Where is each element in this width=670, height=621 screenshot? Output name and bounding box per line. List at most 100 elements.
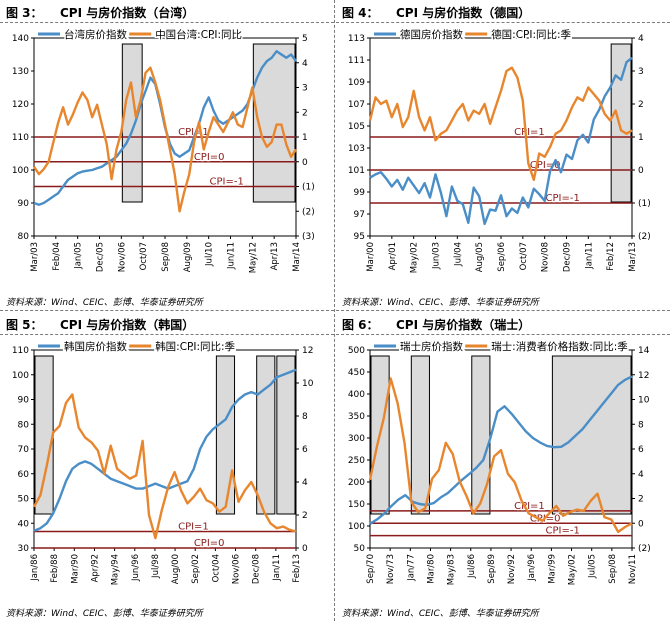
shaded-period-0 — [34, 355, 54, 515]
right-axis-tick-label-7: 12 — [638, 371, 649, 381]
right-axis-tick-label-3: 1 — [638, 133, 644, 143]
x-axis-tick-label-2: Jan/05 — [74, 242, 84, 270]
left-axis-tick-label-6: 90 — [18, 396, 30, 406]
source-note: 资料来源：Wind、CEIC、彭博、华泰证券研究所 — [342, 298, 539, 308]
x-axis-tick-label-1: Nov/73 — [386, 554, 396, 584]
chart-title: CPI 与房价指数（瑞士） — [396, 318, 531, 332]
left-axis-tick-label-4: 103 — [348, 144, 365, 154]
chart-svg: 30 40 50 60 70 80 90 100 110 0 2 4 6 8 10 12 Jan/86 Feb/8… — [12, 339, 314, 586]
x-axis-tick-label-7: Aug/00 — [171, 554, 181, 584]
x-axis-tick-label-7: Nov/92 — [507, 554, 517, 584]
series-line-1 — [32, 66, 298, 213]
left-axis-tick-label-6: 350 — [348, 412, 365, 422]
left-axis-tick-label-8: 450 — [348, 368, 365, 378]
shaded-period-1 — [410, 355, 430, 515]
left-axis-tick-label-7: 400 — [348, 390, 365, 400]
right-axis-tick-label-0: (2) — [638, 544, 651, 554]
right-axis-tick-label-1: (2) — [302, 207, 315, 217]
left-axis-tick-label-2: 50 — [18, 495, 30, 505]
x-axis-tick-label-11: Feb/12 — [606, 242, 616, 271]
panel-header: 图 3： CPI 与房价指数（台湾） — [0, 0, 334, 23]
legend-label-1: 中国台湾:CPI:同比 — [155, 28, 242, 41]
left-axis-tick-label-6: 140 — [12, 34, 29, 44]
figure-number: 图 6： — [342, 318, 379, 332]
left-axis-tick-label-9: 113 — [348, 34, 365, 44]
x-axis-tick-label-13: Nov/11 — [628, 554, 638, 584]
x-axis-tick-label-5: Jun/96 — [131, 554, 141, 582]
chart-title: CPI 与房价指数（台湾） — [60, 6, 195, 20]
figure-number: 图 4： — [342, 6, 379, 20]
x-axis-tick-label-8: Jul/10 — [205, 242, 215, 267]
chart-panel-taiwan: 图 3： CPI 与房价指数（台湾） 80 90 100 110 120 130 140 (3… — [0, 0, 334, 310]
left-axis-tick-label-0: 95 — [354, 232, 365, 242]
right-axis-tick-label-3: 0 — [302, 158, 308, 168]
right-axis-tick-label-8: 5 — [302, 34, 308, 44]
left-axis-tick-label-3: 60 — [18, 470, 30, 480]
x-axis-tick-label-3: Mar/80 — [426, 554, 436, 584]
cpi-reference-label-0: CPI=1 — [514, 127, 545, 138]
x-axis-tick-label-13: Feb/13 — [292, 554, 302, 583]
right-axis-tick-label-4: 6 — [638, 445, 644, 455]
x-axis-tick-label-11: Jul/05 — [588, 554, 598, 579]
right-axis-tick-label-1: 0 — [638, 519, 644, 529]
legend-label-1: 韩国:CPI:同比:季 — [155, 340, 235, 353]
left-axis-tick-label-0: 30 — [18, 544, 30, 554]
left-axis-tick-label-1: 90 — [18, 199, 30, 209]
x-axis-tick-label-4: Jul/04 — [453, 242, 463, 267]
left-axis-tick-label-6: 107 — [348, 100, 365, 110]
left-axis-tick-label-0: 50 — [354, 544, 366, 554]
x-axis-tick-label-0: Mar/03 — [30, 242, 40, 272]
right-axis-tick-label-8: 14 — [638, 346, 650, 356]
legend-label-1: 德国:CPI:同比:季 — [491, 28, 571, 41]
x-axis-tick-label-12: Mar/13 — [628, 242, 638, 272]
chart-panel-korea: 图 5： CPI 与房价指数（韩国） 30 40 50 60 70 80 90 100 110 0… — [0, 312, 334, 621]
x-axis-tick-label-6: Jul/98 — [151, 554, 161, 579]
left-axis-tick-label-0: 80 — [18, 232, 30, 242]
x-axis-tick-label-11: Dec/08 — [252, 554, 262, 584]
chart-svg: 50 100 150 200 250 300 350 400 450 500 (2) 0 2 4 6 8 10 1… — [348, 339, 651, 586]
right-axis-tick-label-0: 0 — [302, 544, 308, 554]
shaded-period-2 — [471, 355, 491, 515]
source-note: 资料来源：Wind、CEIC、彭博、华泰证券研究所 — [342, 609, 539, 619]
x-axis-tick-label-12: Jan/11 — [272, 554, 282, 582]
series-line-0 — [369, 56, 633, 226]
cpi-reference-label-0: CPI=1 — [178, 522, 209, 533]
right-axis-tick-label-2: 2 — [638, 495, 644, 505]
right-axis-tick-label-3: 4 — [638, 470, 644, 480]
right-axis-tick-label-2: 4 — [302, 478, 308, 488]
source-note: 资料来源：Wind、CEIC、彭博、华泰证券研究所 — [6, 298, 203, 308]
shaded-period-2 — [256, 355, 276, 515]
series-line-1 — [32, 393, 297, 540]
x-axis-tick-label-3: Apr/92 — [90, 554, 100, 582]
x-axis-tick-label-6: Sep/89 — [487, 554, 497, 584]
shaded-period-0 — [121, 43, 143, 203]
right-axis-tick-label-6: 3 — [302, 84, 308, 94]
series-line-1 — [368, 66, 633, 182]
x-axis-tick-label-0: Jan/86 — [30, 554, 40, 582]
right-axis-tick-label-5: 2 — [302, 108, 308, 118]
left-axis-tick-label-7: 109 — [348, 78, 365, 88]
legend-label-0: 韩国房价指数 — [64, 340, 127, 353]
panel-header: 图 4： CPI 与房价指数（德国） — [336, 0, 670, 23]
shaded-period-3 — [551, 355, 632, 515]
series-line-0 — [369, 375, 633, 525]
x-axis-tick-label-0: Mar/00 — [366, 242, 376, 272]
x-axis-tick-label-9: Oct/04 — [211, 554, 221, 582]
x-axis-tick-label-12: Sep/08 — [608, 554, 618, 584]
chart-title: CPI 与房价指数（德国） — [396, 6, 531, 20]
figure-number: 图 5： — [6, 318, 43, 332]
left-axis-tick-label-1: 97 — [354, 210, 365, 220]
cpi-reference-label-0: CPI=1 — [514, 501, 545, 512]
legend-label-0: 德国房价指数 — [400, 28, 463, 41]
left-axis-tick-label-5: 80 — [18, 420, 30, 430]
right-axis-tick-label-6: 10 — [638, 396, 650, 406]
left-axis-tick-label-3: 200 — [348, 478, 365, 488]
left-axis-tick-label-9: 500 — [348, 346, 365, 356]
left-axis-tick-label-4: 120 — [12, 100, 29, 110]
x-axis-tick-label-5: Aug/05 — [475, 242, 485, 272]
cpi-reference-label-1: CPI=0 — [194, 152, 225, 163]
left-axis-tick-label-4: 250 — [348, 456, 365, 466]
right-axis-tick-label-2: 0 — [638, 166, 644, 176]
right-axis-tick-label-5: 10 — [302, 379, 314, 389]
x-axis-tick-label-7: Aug/09 — [183, 242, 193, 272]
